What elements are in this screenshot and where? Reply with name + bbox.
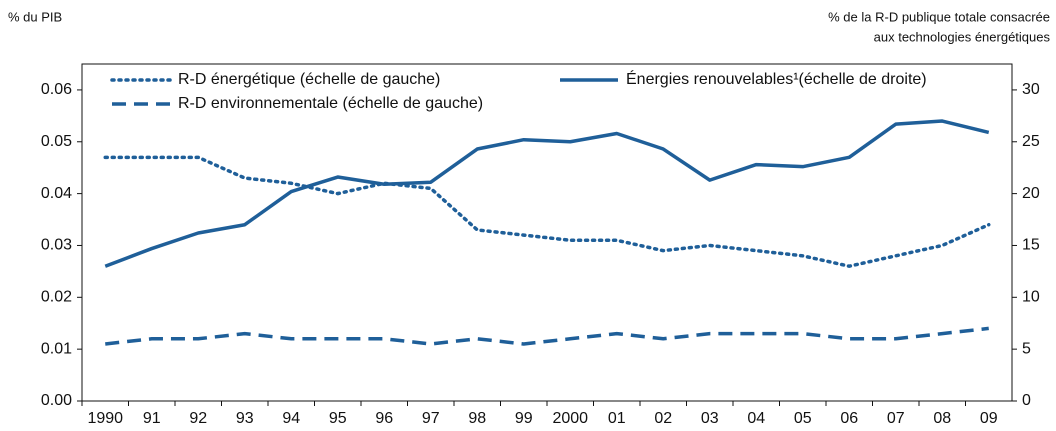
x-tick-label: 08 [933,410,951,427]
series-line [103,155,991,268]
x-tick-label: 2000 [552,410,588,427]
y2-tick-label: 20 [1022,185,1040,202]
y2-tick-label: 5 [1022,340,1031,357]
y2-tick-label: 10 [1022,289,1040,306]
x-tick-label: 07 [887,410,905,427]
x-tick-label: 98 [468,410,486,427]
x-tick-label: 91 [143,410,161,427]
x-tick-label: 09 [980,410,998,427]
x-tick-label: 93 [236,410,254,427]
x-tick-label: 01 [608,410,626,427]
x-tick-label: 92 [189,410,207,427]
x-tick-label: 06 [840,410,858,427]
y2-tick-label: 30 [1022,81,1040,98]
x-tick-label: 95 [329,410,347,427]
x-tick-label: 04 [747,410,765,427]
y2-tick-label: 25 [1022,133,1040,150]
y2-axis-label: aux technologies énergétiques [874,29,1051,44]
plot-frame [81,63,1013,402]
y2-axis-label: % de la R-D publique totale consacrée [828,9,1050,24]
y-tick-label: 0.03 [41,237,72,254]
series-line [105,326,989,346]
y-tick-label: 0.04 [41,185,72,202]
y-tick-label: 0.00 [41,392,72,409]
y2-tick-label: 15 [1022,237,1040,254]
x-tick-label: 99 [515,410,533,427]
x-tick-label: 02 [654,410,672,427]
legend-label: R-D environnementale (échelle de gauche) [178,95,483,112]
y-tick-label: 0.02 [41,289,72,306]
x-tick-label: 05 [794,410,812,427]
x-tick-label: 03 [701,410,719,427]
x-tick-label: 1990 [87,410,123,427]
series-line [104,119,990,268]
legend-label: Énergies renouvelables¹(échelle de droit… [626,69,927,88]
x-tick-label: 94 [282,410,300,427]
y-tick-label: 0.05 [41,133,72,150]
x-tick-label: 97 [422,410,440,427]
y-tick-label: 0.06 [41,81,72,98]
legend-label: R-D énergétique (échelle de gauche) [178,71,440,88]
y-tick-label: 0.01 [41,340,72,357]
y-axis-label: % du PIB [8,9,62,24]
x-tick-label: 96 [375,410,393,427]
y2-tick-label: 0 [1022,392,1031,409]
